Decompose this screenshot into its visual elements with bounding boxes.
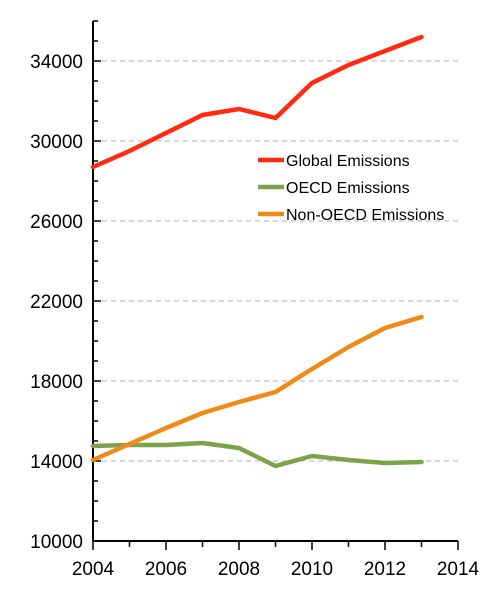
series-line-non-oecd-emissions [90, 314, 424, 463]
gridlines [93, 60, 458, 462]
x-tick-label: 2010 [291, 559, 333, 580]
x-tick-label: 2014 [437, 559, 480, 580]
x-tick-label: 2012 [364, 559, 406, 580]
y-tick-label: 30000 [30, 132, 83, 153]
legend-label: Non-OECD Emissions [286, 207, 444, 224]
legend-label: Global Emissions [286, 153, 410, 170]
axes [92, 20, 459, 550]
legend-label: OECD Emissions [286, 180, 410, 197]
series-line-global-emissions [90, 34, 424, 170]
x-tick-label: 2008 [218, 559, 260, 580]
series-lines [90, 34, 424, 469]
x-tick-label: 2006 [145, 559, 187, 580]
y-tick-label: 34000 [30, 52, 83, 73]
y-tick-label: 14000 [30, 452, 83, 473]
x-tick-label: 2004 [72, 559, 115, 580]
y-tick-label: 18000 [30, 372, 83, 393]
series-line-oecd-emissions [90, 440, 424, 469]
tick-labels: 10000 14000 18000 22000 26000 30000 34000 2004 2… [30, 52, 479, 580]
y-tick-label: 26000 [30, 212, 83, 233]
y-tick-label: 10000 [30, 532, 83, 553]
legend: Global Emissions OECD Emissions Non-OECD E… [258, 153, 444, 224]
y-tick-label: 22000 [30, 292, 83, 313]
